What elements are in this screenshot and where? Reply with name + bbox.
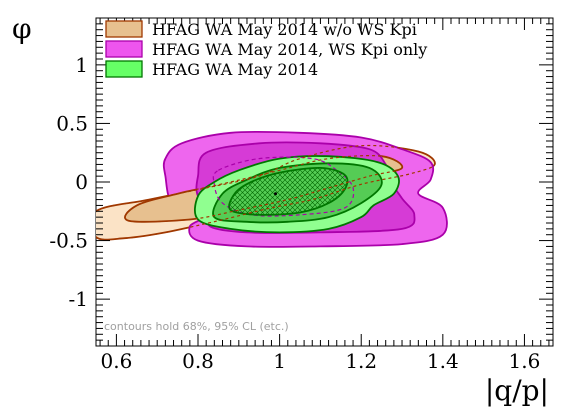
- x-tick-label: 0.8: [182, 349, 214, 373]
- legend-label: HFAG WA May 2014: [152, 60, 318, 79]
- y-axis-title: φ: [12, 12, 32, 45]
- contour-1-center-contour: [212, 156, 355, 217]
- legend-swatch: [105, 60, 143, 78]
- x-tick-label: 1.4: [427, 349, 459, 373]
- cl-note: contours hold 68%, 95% CL (etc.): [104, 320, 289, 333]
- legend-swatch: [105, 40, 143, 58]
- contour-0-inner-dashed: [124, 155, 403, 223]
- contours-layer: [96, 130, 448, 248]
- contour-2-inner: [228, 166, 349, 216]
- legend-label: HFAG WA May 2014, WS Kpi only: [152, 40, 427, 59]
- legend-swatch: [105, 20, 143, 38]
- x-tick-label: 0.6: [100, 349, 132, 373]
- x-tick-label: 1: [273, 349, 286, 373]
- y-tick-label: -1: [69, 287, 88, 311]
- y-tick-label: 1: [75, 53, 88, 77]
- y-tick-label: 0.5: [56, 111, 88, 135]
- y-tick-label: -0.5: [49, 229, 88, 253]
- axis-ticks: [96, 17, 553, 346]
- contour-0-outer-dashed: [96, 144, 436, 241]
- x-tick-label: 1.2: [345, 349, 377, 373]
- best-fit-point: [274, 192, 278, 196]
- x-axis-title: |q/p|: [485, 374, 549, 407]
- axis-tick-labels: 0.6 0.8 1 1.2 1.4 1.6 -1 -0.5 0 0.5 1: [49, 53, 540, 373]
- x-tick-label: 1.6: [509, 349, 541, 373]
- legend-label: HFAG WA May 2014 w/o WS Kpi: [152, 20, 417, 39]
- y-tick-label: 0: [75, 170, 88, 194]
